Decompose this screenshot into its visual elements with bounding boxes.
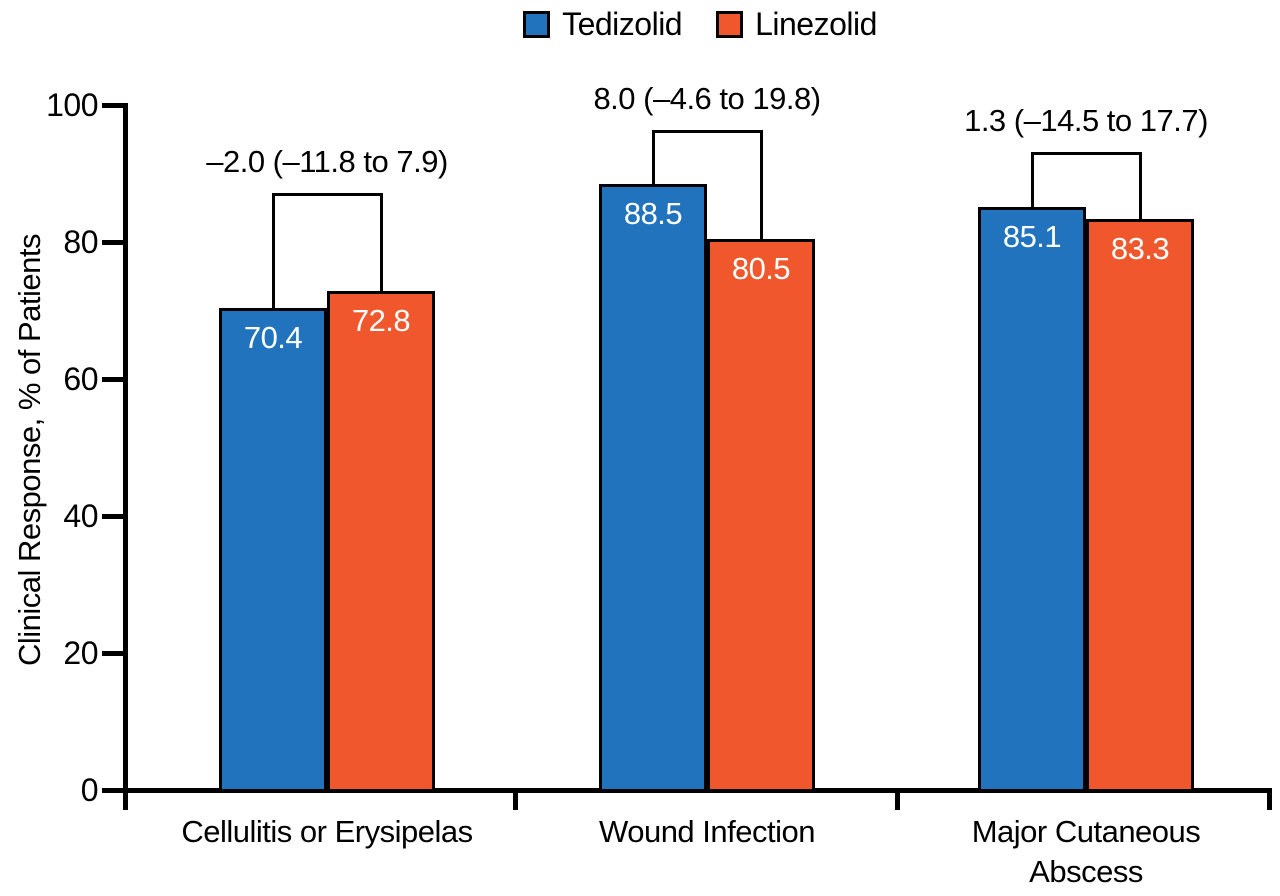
category-label: Wound Infection <box>599 814 815 849</box>
bar-tedizolid-2 <box>978 207 1086 792</box>
bar-linezolid-2 <box>1086 219 1194 792</box>
bar-linezolid-1 <box>707 238 815 792</box>
bracket-right-vertical <box>379 192 383 292</box>
bar-value-label: 85.1 <box>1002 219 1062 255</box>
y-tick-label: 80 <box>63 224 98 260</box>
bar-value-label: 88.5 <box>623 195 683 231</box>
y-tick-label: 40 <box>63 498 98 534</box>
x-divider-tick <box>895 790 900 810</box>
bracket-left-vertical <box>271 192 275 308</box>
legend-swatch-tedizolid <box>523 10 551 38</box>
legend-swatch-linezolid <box>716 10 744 38</box>
bracket-right-vertical <box>1138 152 1142 220</box>
x-divider-tick <box>513 790 518 810</box>
legend-item-tedizolid: Tedizolid <box>523 4 683 44</box>
y-tick <box>102 514 128 519</box>
y-tick <box>102 788 128 793</box>
bracket-horizontal <box>651 130 763 133</box>
legend-item-linezolid: Linezolid <box>716 4 877 44</box>
y-axis-title: Clinical Response, % of Patients <box>12 233 47 667</box>
bracket-horizontal <box>271 192 383 196</box>
y-tick <box>102 377 128 382</box>
x-axis-end-tick <box>1267 790 1272 810</box>
y-tick-label: 100 <box>46 87 98 123</box>
category-label: Cellulitis or Erysipelas <box>181 814 473 849</box>
difference-annotation: –2.0 (–11.8 to 7.9) <box>206 143 448 179</box>
y-tick <box>102 103 128 108</box>
bar-linezolid-0 <box>327 291 435 792</box>
bracket-horizontal <box>1030 152 1142 156</box>
y-tick-label: 60 <box>63 361 98 397</box>
difference-annotation: 1.3 (–14.5 to 17.7) <box>964 103 1208 139</box>
bracket-left-vertical <box>651 130 655 184</box>
chart-legend: Tedizolid Linezolid <box>128 4 1272 44</box>
bar-tedizolid-0 <box>219 307 327 792</box>
y-tick-label: 20 <box>63 635 98 671</box>
bar-value-label: 70.4 <box>243 319 303 355</box>
bracket-right-vertical <box>759 130 763 239</box>
y-axis-line <box>123 105 128 810</box>
y-tick <box>102 240 128 245</box>
category-label: Major Cutaneous Abscess <box>971 814 1201 889</box>
y-tick-label: 0 <box>80 772 99 808</box>
difference-annotation: 8.0 (–4.6 to 19.8) <box>593 81 821 116</box>
legend-label: Tedizolid <box>562 6 683 42</box>
bar-value-label: 83.3 <box>1110 231 1170 267</box>
bar-value-label: 80.5 <box>731 250 791 286</box>
bracket-left-vertical <box>1030 152 1034 208</box>
bar-tedizolid-1 <box>599 183 707 792</box>
y-tick <box>102 651 128 656</box>
legend-label: Linezolid <box>755 6 877 42</box>
bar-value-label: 72.8 <box>351 303 411 339</box>
